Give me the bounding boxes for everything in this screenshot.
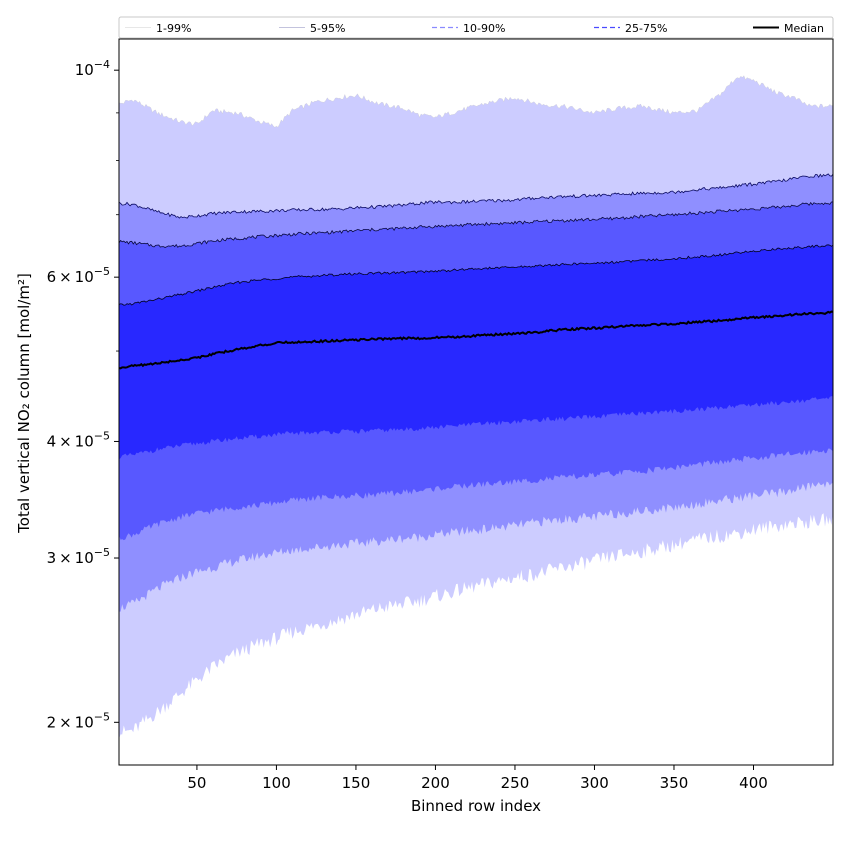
x-axis-label: Binned row index: [411, 797, 541, 815]
bands-layer: [119, 75, 833, 739]
legend-box: [118, 16, 834, 39]
band-25-75%: [119, 244, 833, 460]
x-tick-label: 300: [580, 774, 609, 792]
y-axis-ticks: 2 × 10−5 3 × 10−5 4 × 10−5 6 × 10−5 10−4: [47, 58, 119, 731]
x-tick-label: 150: [342, 774, 371, 792]
y-tick-label: 10−4: [75, 58, 110, 79]
y-axis-label: Total vertical NO₂ column [mol/m²]: [15, 273, 33, 534]
x-tick-label: 200: [421, 774, 450, 792]
y-tick-label: 4 × 10−5: [47, 429, 110, 450]
legend-label: 5-95%: [310, 22, 345, 35]
band-upper-line-10-90%: [118, 201, 834, 248]
legend-label: 1-99%: [156, 22, 191, 35]
x-tick-label: 50: [187, 774, 206, 792]
y-tick-label: 3 × 10−5: [47, 546, 110, 567]
legend-label: Median: [784, 22, 824, 35]
plot-frame: [118, 38, 834, 766]
legend-label: 10-90%: [463, 22, 505, 35]
x-tick-label: 350: [660, 774, 689, 792]
band-upper-line-5-95%: [118, 173, 834, 219]
legend-label: 25-75%: [625, 22, 667, 35]
x-axis-ticks: 50 100 150 200 250 300 350 400: [187, 765, 768, 792]
lines-layer: [118, 75, 834, 370]
band-upper-line-25-75%: [118, 244, 834, 306]
y-tick-label: 6 × 10−5: [47, 265, 110, 286]
legend: 1-99% 5-95% 10-90% 25-75% Median: [118, 16, 834, 39]
x-tick-label: 250: [501, 774, 530, 792]
x-tick-label: 400: [739, 774, 768, 792]
band-upper-line-1-99%: [118, 75, 833, 128]
x-tick-label: 100: [262, 774, 291, 792]
y-tick-label: 2 × 10−5: [47, 710, 110, 731]
median-line: [118, 310, 834, 370]
